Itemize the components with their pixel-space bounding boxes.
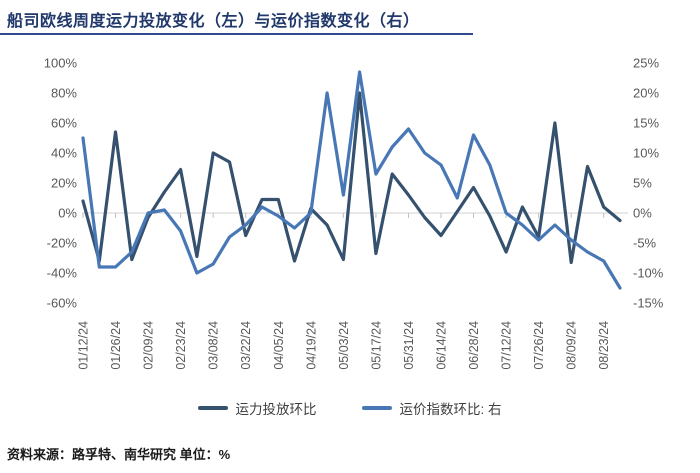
legend-item-capacity: 运力投放环比: [198, 398, 316, 418]
left-axis-tick-label: 80%: [51, 86, 77, 101]
x-axis-label: 01/26/24: [109, 321, 123, 370]
left-axis-tick-label: 0%: [58, 206, 77, 221]
right-axis-tick-label: -10%: [633, 266, 664, 281]
x-axis-label: 03/08/24: [207, 321, 221, 370]
right-axis-tick-label: 5%: [633, 176, 652, 191]
x-axis-label: 06/14/24: [435, 321, 449, 370]
x-axis-label: 07/26/24: [532, 321, 546, 370]
title-underline: [0, 33, 473, 35]
chart-title: 船司欧线周度运力投放变化（左）与运价指数变化（右）: [7, 13, 420, 30]
x-axis-label: 02/23/24: [174, 321, 188, 370]
x-axis-label: 06/28/24: [467, 321, 481, 370]
x-axis-label: 01/12/24: [77, 321, 91, 370]
x-axis-label: 04/19/24: [304, 321, 318, 370]
left-axis-tick-label: 20%: [51, 176, 77, 191]
x-axis-label: 08/09/24: [565, 321, 579, 370]
right-axis-tick-label: -5%: [633, 236, 657, 251]
chart-legend: 运力投放环比 运价指数环比: 右: [0, 396, 700, 420]
x-axis-label: 05/17/24: [369, 321, 383, 370]
right-axis-tick-label: 10%: [633, 146, 659, 161]
x-axis-label: 07/12/24: [500, 321, 514, 370]
x-axis-label: 04/05/24: [272, 321, 286, 370]
right-axis-tick-label: -15%: [633, 296, 664, 311]
freight-line-swatch: [362, 406, 393, 410]
right-axis-tick-label: 20%: [633, 86, 659, 101]
left-axis-tick-label: -60%: [47, 296, 78, 311]
x-axis-label: 08/23/24: [597, 321, 611, 370]
freight-index-series-line: [81, 70, 622, 290]
legend-label-capacity: 运力投放环比: [235, 402, 317, 417]
x-axis-label: 02/09/24: [142, 321, 156, 370]
x-axis-label: 05/31/24: [402, 321, 416, 370]
capacity-line-swatch: [198, 406, 229, 410]
source-note: 资料来源：路孚特、南华研究 单位：%: [7, 447, 231, 462]
legend-item-freight-index: 运价指数环比: 右: [362, 398, 502, 418]
right-axis-tick-label: 25%: [633, 56, 659, 71]
legend-label-freight-index: 运价指数环比: 右: [399, 402, 502, 417]
right-axis-tick-label: 0%: [633, 206, 652, 221]
left-axis-tick-label: -40%: [47, 266, 78, 281]
x-axis-label: 05/03/24: [337, 321, 351, 370]
left-axis-tick-label: 60%: [51, 116, 77, 131]
left-axis-tick-label: -20%: [47, 236, 78, 251]
x-axis-label: 03/22/24: [239, 321, 253, 370]
right-axis-tick-label: 15%: [633, 116, 659, 131]
capacity-series-line: [81, 91, 622, 265]
left-axis-tick-label: 40%: [51, 146, 77, 161]
left-axis-tick-label: 100%: [44, 56, 78, 71]
